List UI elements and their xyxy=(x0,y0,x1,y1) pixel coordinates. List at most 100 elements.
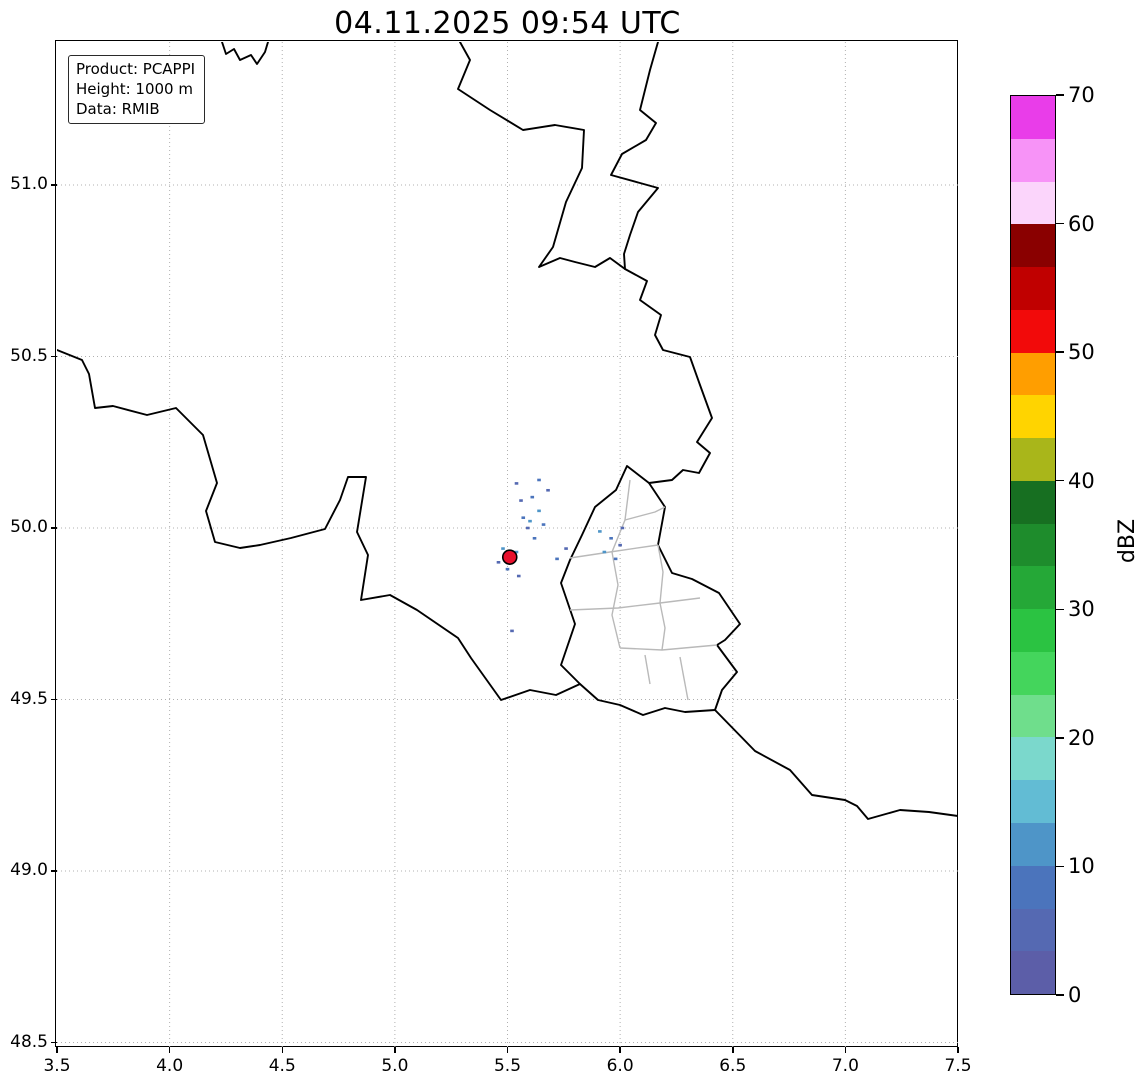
x-tick-label: 6.0 xyxy=(606,1056,634,1076)
colorbar-tick-mark xyxy=(1056,479,1064,482)
colorbar-tick-mark xyxy=(1056,865,1064,868)
echo-pixel xyxy=(546,488,550,492)
colorbar-segment xyxy=(1011,480,1055,524)
lux-canton-line xyxy=(569,597,701,611)
colorbar-tick-label: 20 xyxy=(1068,725,1095,750)
colorbar-tick-mark xyxy=(1056,94,1064,96)
colorbar-segment xyxy=(1011,951,1055,995)
colorbar-tick-label: 10 xyxy=(1068,854,1095,879)
colorbar-tick-mark xyxy=(1056,351,1064,353)
echo-pixel xyxy=(519,499,523,502)
y-tick-mark xyxy=(51,184,57,186)
colorbar-tick-mark xyxy=(1056,222,1064,225)
lux-canton-line xyxy=(619,644,718,651)
echo-pixel xyxy=(618,543,622,547)
lux-canton-line xyxy=(624,506,666,521)
colorbar-tick-label: 70 xyxy=(1068,83,1095,107)
echo-pixel xyxy=(598,530,602,533)
y-tick-mark xyxy=(51,527,57,529)
y-tick-label: 49.0 xyxy=(10,860,48,880)
map-plot xyxy=(57,42,958,1047)
colorbar-segment xyxy=(1011,737,1055,781)
figure-title: 04.11.2025 09:54 UTC xyxy=(334,6,681,41)
x-tick-mark xyxy=(619,1047,621,1053)
echo-pixel xyxy=(501,547,505,550)
y-tick-mark xyxy=(51,1041,57,1044)
radar-site-dot xyxy=(501,549,518,565)
x-tick-mark xyxy=(394,1047,396,1053)
y-tick-mark xyxy=(51,355,57,358)
lux-canton-line xyxy=(611,479,631,649)
border-be-nl-de xyxy=(457,42,958,820)
echo-pixel xyxy=(537,509,541,513)
x-tick-mark xyxy=(844,1047,847,1053)
y-tick-mark xyxy=(51,698,57,701)
x-tick-mark xyxy=(168,1047,171,1053)
echo-pixel xyxy=(555,557,559,561)
echo-pixel xyxy=(541,523,546,526)
y-tick-label: 51.0 xyxy=(10,174,48,194)
product-info-box: Product: PCAPPI Height: 1000 m Data: RMI… xyxy=(68,55,206,125)
x-tick-mark xyxy=(56,1047,58,1053)
colorbar-segment xyxy=(1011,523,1055,567)
x-tick-label: 5.0 xyxy=(381,1056,409,1076)
echo-pixel xyxy=(521,516,526,520)
colorbar-tick-label: 60 xyxy=(1068,211,1095,236)
echo-pixel xyxy=(620,526,625,530)
colorbar-segment xyxy=(1011,438,1055,481)
echo-pixel xyxy=(505,567,510,571)
colorbar-tick-mark xyxy=(1056,737,1064,739)
colorbar-segment xyxy=(1011,823,1055,866)
echo-pixel xyxy=(528,519,532,523)
colorbar-segment xyxy=(1011,908,1055,952)
x-tick-label: 6.5 xyxy=(719,1056,747,1076)
colorbar-segment xyxy=(1011,780,1055,824)
border-fr-be-lu xyxy=(57,349,716,716)
echo-pixel xyxy=(514,550,519,554)
echo-pixel xyxy=(532,536,537,540)
echo-pixel xyxy=(496,561,501,564)
border-nl-de xyxy=(610,42,659,270)
echo-pixel xyxy=(613,557,618,561)
colorbar-segment xyxy=(1011,865,1055,909)
colorbar-segment xyxy=(1011,309,1055,353)
y-tick-mark xyxy=(51,870,57,872)
colorbar-tick-mark xyxy=(1056,994,1064,996)
y-tick-label: 48.5 xyxy=(10,1031,48,1052)
colorbar-segment xyxy=(1011,651,1055,695)
info-data-source-line: Data: RMIB xyxy=(76,100,160,119)
lux-canton-line xyxy=(657,544,664,604)
colorbar-segment xyxy=(1011,224,1055,268)
x-tick-mark xyxy=(732,1047,734,1053)
x-tick-label: 4.5 xyxy=(268,1056,296,1076)
lux-canton-line xyxy=(679,656,689,701)
radar-echoes xyxy=(496,478,625,633)
colorbar xyxy=(1010,95,1056,995)
grid-lines xyxy=(57,42,958,1047)
y-tick-label: 50.0 xyxy=(10,517,48,537)
y-tick-label: 49.5 xyxy=(10,688,48,709)
lux-canton-line xyxy=(644,654,651,685)
border-be-nl-antwerp xyxy=(221,42,269,65)
colorbar-segment xyxy=(1011,566,1055,610)
echo-pixel xyxy=(609,536,613,540)
colorbar-segment xyxy=(1011,138,1055,182)
x-tick-label: 7.5 xyxy=(944,1056,972,1076)
x-tick-mark xyxy=(281,1047,283,1053)
colorbar-tick-mark xyxy=(1056,608,1064,611)
echo-pixel xyxy=(516,574,521,578)
colorbar-unit-label: dBZ xyxy=(1115,518,1140,564)
echo-pixel xyxy=(510,629,514,633)
colorbar-tick-label: 30 xyxy=(1068,597,1095,622)
colorbar-segment xyxy=(1011,267,1055,310)
luxembourg-district-borders xyxy=(569,479,718,701)
x-tick-label: 7.0 xyxy=(831,1056,859,1076)
colorbar-tick-label: 40 xyxy=(1068,468,1095,493)
echo-pixel xyxy=(602,550,607,554)
lux-canton-line xyxy=(569,544,659,559)
echo-pixel xyxy=(514,482,519,485)
echo-pixel xyxy=(564,547,568,550)
info-product-line: Product: PCAPPI xyxy=(76,60,196,78)
x-tick-mark xyxy=(506,1047,509,1053)
